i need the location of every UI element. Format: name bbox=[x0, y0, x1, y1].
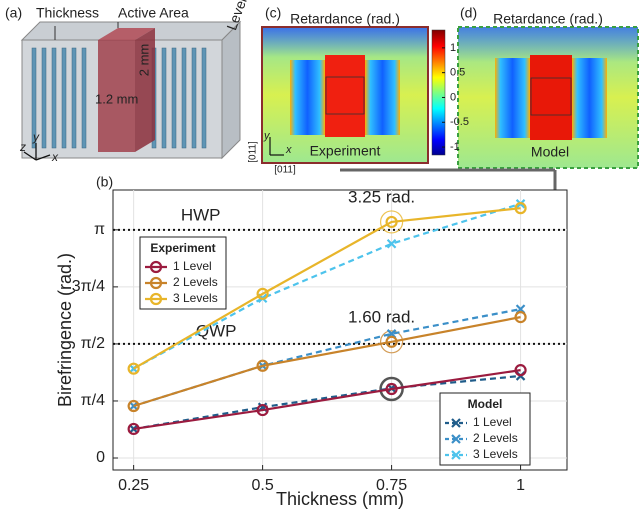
heatmap-region bbox=[290, 60, 325, 135]
legend-label: 3 Levels bbox=[473, 447, 518, 461]
heatmap-region bbox=[365, 60, 400, 135]
panel-title: Retardance (rad.) bbox=[493, 11, 603, 27]
axis-letter: y bbox=[32, 130, 40, 144]
panel-title: Retardance (rad.) bbox=[290, 11, 400, 27]
y-tick-label: π bbox=[94, 221, 105, 238]
axis-letter: x bbox=[51, 150, 59, 164]
colorbar bbox=[432, 30, 445, 155]
colorbar-tick-label: 0.5 bbox=[450, 67, 465, 79]
colorbar-tick-label: -0.5 bbox=[450, 116, 469, 128]
annotation: 1.60 rad. bbox=[348, 307, 415, 326]
dimension: 2 mm bbox=[136, 44, 151, 77]
legend-label: 3 Levels bbox=[173, 291, 218, 305]
label: Levels bbox=[223, 0, 252, 32]
y-axis-title: Birefringence (rad.) bbox=[55, 253, 75, 407]
colorbar-tick-label: 0 bbox=[450, 91, 456, 103]
heatmap-region bbox=[325, 55, 365, 137]
y-tick-label: π/2 bbox=[81, 335, 105, 352]
heatmap-region bbox=[495, 58, 530, 138]
panel-c: (c) Retardance (rad.) Experiment y x [01… bbox=[248, 5, 445, 176]
figure: (a) Thickness Active Area Levels 2 mm 1.… bbox=[0, 0, 641, 513]
legend-label: 1 Level bbox=[473, 415, 512, 429]
y-tick-label: π/4 bbox=[81, 392, 105, 409]
axis-letter: z bbox=[19, 140, 26, 154]
caption: Experiment bbox=[310, 143, 381, 159]
x-tick-label: 1 bbox=[516, 477, 525, 494]
crystal-axis: [011] bbox=[248, 141, 259, 163]
legend-title: Model bbox=[468, 397, 503, 411]
panel-a: (a) Thickness Active Area Levels 2 mm 1.… bbox=[5, 0, 252, 164]
annotation: 3.25 rad. bbox=[348, 187, 415, 206]
page: (a) Thickness Active Area Levels 2 mm 1.… bbox=[0, 0, 641, 513]
x-tick-label: 0.5 bbox=[251, 477, 273, 494]
x-tick-label: 0.25 bbox=[118, 477, 149, 494]
dimension: 1.2 mm bbox=[95, 91, 138, 106]
crystal-axis: [011] bbox=[274, 165, 296, 176]
colorbar-tick-label: -1 bbox=[450, 141, 460, 153]
panel-label: (c) bbox=[265, 5, 281, 21]
legend-label: 1 Level bbox=[173, 259, 212, 273]
heatmap-region bbox=[572, 58, 607, 138]
heatmap-region bbox=[262, 27, 428, 57]
panel-label: (d) bbox=[460, 5, 477, 21]
x-tick-label: 0.75 bbox=[376, 477, 407, 494]
legend-label: 2 Levels bbox=[473, 431, 518, 445]
legend-title: Experiment bbox=[150, 241, 215, 255]
axis-letter: x bbox=[285, 144, 292, 156]
panel-label: (b) bbox=[96, 174, 113, 190]
caption: Model bbox=[531, 144, 569, 160]
panel-d: (d) Retardance (rad.) Model bbox=[458, 5, 638, 168]
legend-label: 2 Levels bbox=[173, 275, 218, 289]
y-tick-label: 3π/4 bbox=[72, 278, 105, 295]
box-side bbox=[222, 22, 240, 158]
colorbar-tick-label: 1 bbox=[450, 42, 456, 54]
label: Thickness bbox=[36, 5, 99, 21]
y-tick-label: 0 bbox=[96, 449, 105, 466]
label: Active Area bbox=[118, 5, 189, 21]
panel-b: (b) Thickness (mm) Birefringence (rad.) … bbox=[55, 174, 567, 509]
reference-label: HWP bbox=[181, 205, 221, 224]
heatmap-region bbox=[530, 55, 572, 140]
panel-label: (a) bbox=[5, 5, 22, 21]
